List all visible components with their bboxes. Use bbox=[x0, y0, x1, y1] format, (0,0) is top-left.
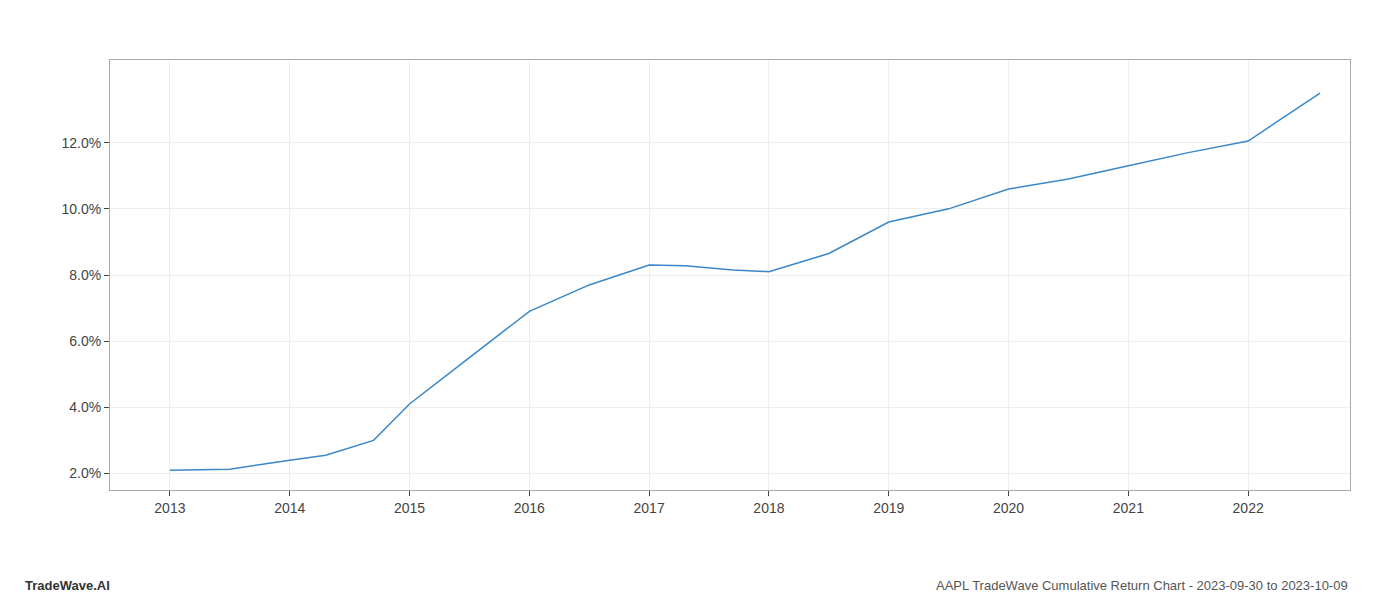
svg-text:2.0%: 2.0% bbox=[69, 465, 101, 481]
svg-text:8.0%: 8.0% bbox=[69, 267, 101, 283]
svg-text:TradeWave.AI: TradeWave.AI bbox=[25, 578, 110, 593]
svg-text:2017: 2017 bbox=[634, 500, 665, 516]
svg-text:4.0%: 4.0% bbox=[69, 399, 101, 415]
svg-text:2016: 2016 bbox=[514, 500, 545, 516]
svg-text:AAPL TradeWave Cumulative Retu: AAPL TradeWave Cumulative Return Chart -… bbox=[936, 578, 1348, 593]
svg-text:2021: 2021 bbox=[1113, 500, 1144, 516]
svg-text:2022: 2022 bbox=[1233, 500, 1264, 516]
svg-text:10.0%: 10.0% bbox=[61, 201, 101, 217]
svg-text:2018: 2018 bbox=[753, 500, 784, 516]
svg-text:6.0%: 6.0% bbox=[69, 333, 101, 349]
svg-text:12.0%: 12.0% bbox=[61, 135, 101, 151]
svg-text:2014: 2014 bbox=[274, 500, 305, 516]
svg-text:2015: 2015 bbox=[394, 500, 425, 516]
svg-text:2019: 2019 bbox=[873, 500, 904, 516]
svg-text:2013: 2013 bbox=[154, 500, 185, 516]
svg-text:2020: 2020 bbox=[993, 500, 1024, 516]
